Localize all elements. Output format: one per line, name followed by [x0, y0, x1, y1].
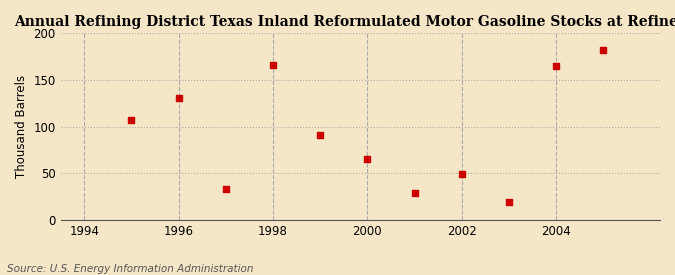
Point — [126, 118, 137, 122]
Point — [504, 200, 514, 205]
Point — [362, 157, 373, 161]
Point — [315, 133, 325, 137]
Point — [456, 172, 467, 177]
Point — [551, 64, 562, 68]
Title: Annual Refining District Texas Inland Reformulated Motor Gasoline Stocks at Refi: Annual Refining District Texas Inland Re… — [14, 15, 675, 29]
Point — [267, 63, 278, 67]
Y-axis label: Thousand Barrels: Thousand Barrels — [15, 75, 28, 178]
Point — [598, 48, 609, 52]
Point — [221, 187, 232, 191]
Point — [173, 95, 184, 100]
Text: Source: U.S. Energy Information Administration: Source: U.S. Energy Information Administ… — [7, 264, 253, 274]
Point — [409, 191, 420, 195]
